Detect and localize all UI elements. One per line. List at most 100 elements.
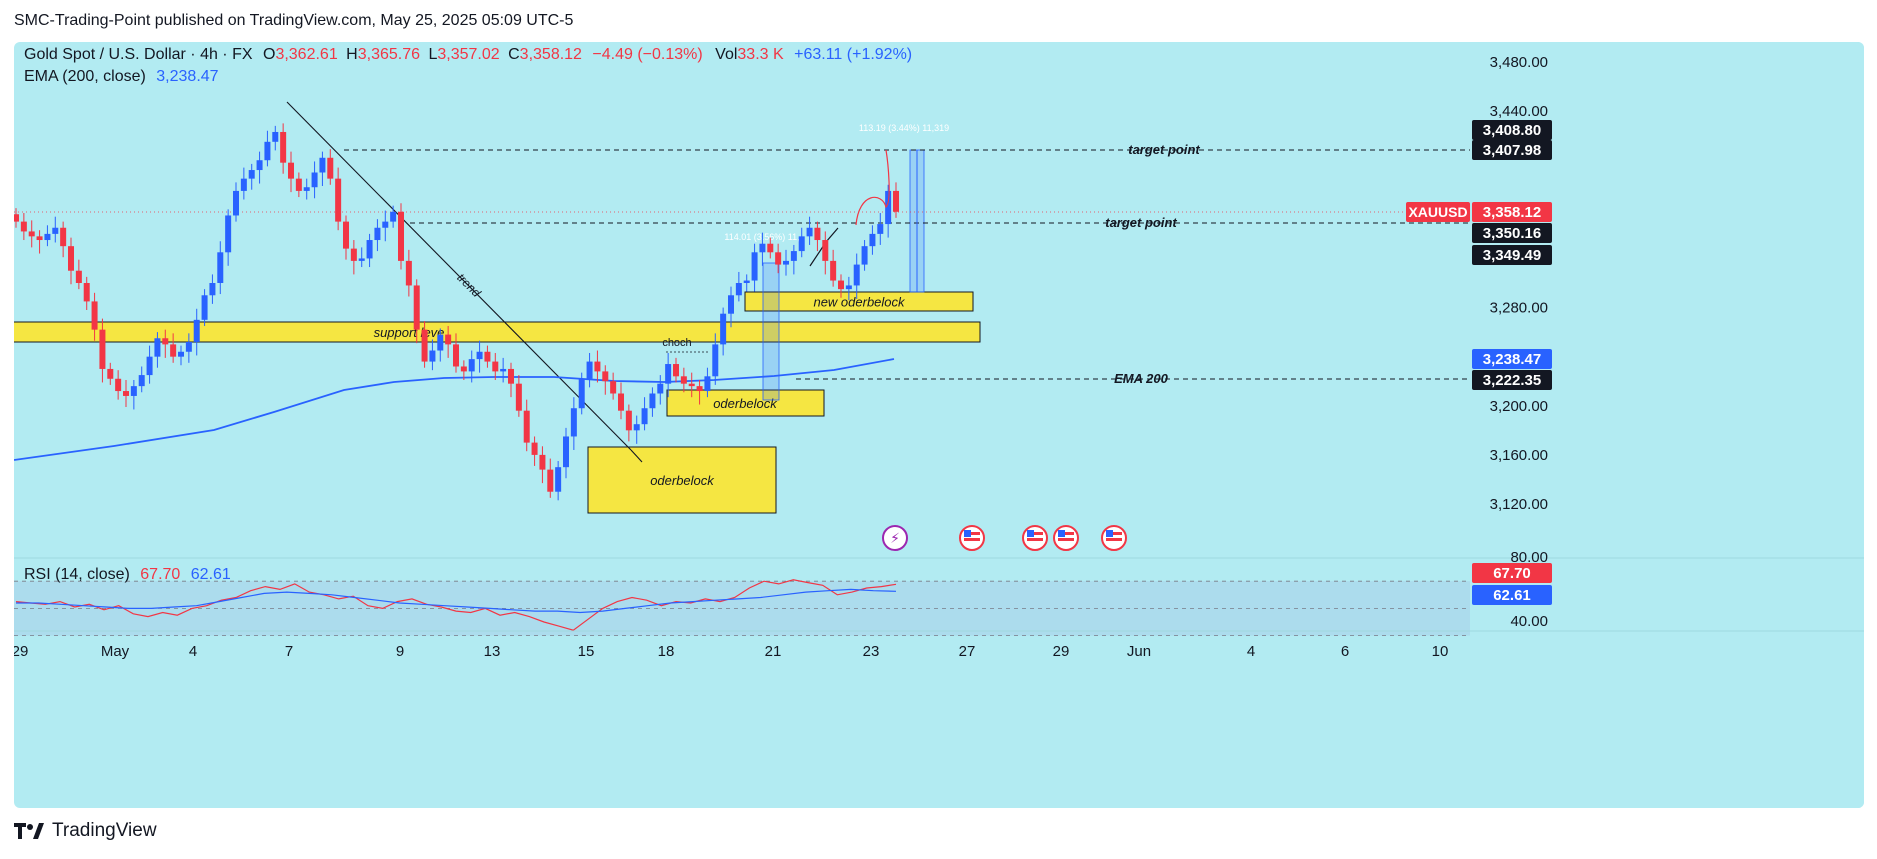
- time-axis-label: 23: [863, 643, 880, 660]
- candle-body: [822, 240, 829, 261]
- projection-curve: [855, 149, 890, 226]
- time-axis-label: Jun: [1127, 643, 1151, 660]
- rsi-label[interactable]: RSI (14, close): [24, 566, 130, 583]
- price-axis-tick: 3,440.00: [1490, 103, 1548, 120]
- candle-body: [248, 170, 255, 179]
- price-tag-bg: [1472, 140, 1552, 160]
- candle-body: [413, 285, 420, 330]
- candle-body: [555, 467, 562, 492]
- candle-body: [775, 252, 782, 265]
- candle-body: [861, 246, 868, 265]
- time-axis-label: 21: [765, 643, 782, 660]
- orderblock-zone: [666, 389, 825, 417]
- ema-200-line: [14, 358, 895, 461]
- price-tag-bg: [1472, 370, 1552, 390]
- candle-body: [75, 270, 82, 283]
- candle-body: [14, 214, 19, 222]
- candle-body: [225, 215, 232, 253]
- candle-body: [52, 227, 59, 234]
- candle-body: [272, 131, 279, 142]
- candle-body: [319, 157, 326, 173]
- candle-body: [484, 351, 491, 362]
- us-flag-icon: [959, 525, 985, 551]
- rsi-legend: RSI (14, close) 67.70 62.61: [24, 566, 231, 584]
- price-tag-text: 3,350.16: [1483, 225, 1541, 242]
- candle-body: [398, 211, 404, 261]
- candle-body: [610, 381, 617, 394]
- candle-body: [751, 252, 758, 281]
- price-chart[interactable]: 3,480.00 3,440.00 3,280.00 3,200.00 3,160.00…: [14, 42, 1864, 808]
- us-flag-stripe: [1106, 532, 1122, 535]
- candle-body: [460, 366, 467, 372]
- candle-body: [288, 162, 294, 179]
- price-tag: 3,350.16: [1472, 223, 1552, 243]
- high-value: 3,365.76: [357, 46, 421, 63]
- rsi-tag-bg: [1472, 585, 1552, 605]
- candle-body: [680, 376, 687, 384]
- symbol-label[interactable]: Gold Spot / U.S. Dollar · 4h · FX: [24, 46, 253, 63]
- tradingview-logo-icon[interactable]: [14, 823, 44, 839]
- candle-body: [688, 383, 695, 387]
- rsi-axis-tick: 40.00: [1510, 613, 1548, 630]
- candle-body: [877, 224, 884, 234]
- candle-body: [437, 334, 444, 351]
- candle-body: [468, 359, 475, 372]
- close-value: 3,358.12: [519, 46, 582, 63]
- candle-body: [735, 283, 742, 296]
- candle-body: [295, 178, 302, 191]
- rsi-line: [15, 579, 897, 631]
- new-orderblock-zone-label: new oderbelock: [813, 295, 906, 310]
- trend-line: [286, 101, 632, 451]
- ema-label[interactable]: EMA (200, close): [24, 68, 146, 85]
- candle-body: [625, 410, 632, 431]
- price-tag-bg: [1472, 202, 1552, 222]
- time-axis-label: 13: [484, 643, 501, 660]
- candle-body: [531, 442, 538, 455]
- ema-value: 3,238.47: [156, 68, 219, 85]
- candle-body: [60, 227, 67, 247]
- candle-body: [421, 329, 428, 362]
- candle-body: [311, 172, 318, 188]
- price-axis-tick: 3,280.00: [1490, 300, 1548, 317]
- candle-body: [657, 383, 664, 394]
- candle-body: [570, 408, 577, 437]
- candle-body: [217, 252, 224, 283]
- chart-panel[interactable]: 3,480.00 3,440.00 3,280.00 3,200.00 3,160.00…: [14, 42, 1864, 808]
- candle-body: [335, 178, 342, 222]
- time-axis-label: 27: [959, 643, 976, 660]
- ema-200-label: EMA 200: [1114, 371, 1168, 386]
- time-axis-label: 29: [14, 643, 28, 660]
- candle-body: [209, 283, 216, 296]
- candle-body: [838, 280, 844, 290]
- candle-body: [358, 258, 365, 261]
- us-flag-stripe: [1058, 532, 1074, 535]
- candle-body: [138, 375, 145, 387]
- time-axis-label: 6: [1341, 643, 1349, 660]
- candle-body: [350, 248, 357, 261]
- rsi-value: 67.70: [140, 566, 181, 583]
- candle-body: [170, 344, 177, 357]
- candle-body: [185, 341, 192, 352]
- price-tag: 3,358.12: [1472, 202, 1552, 222]
- price-axis-tick: 3,200.00: [1490, 398, 1548, 415]
- price-tag-bg: [1472, 349, 1552, 369]
- rsi-tag-text: 67.70: [1493, 565, 1531, 582]
- candle-body: [885, 190, 892, 225]
- candle-body: [264, 141, 271, 161]
- candle-body: [36, 236, 43, 241]
- price-tag-text: 3,238.47: [1483, 351, 1541, 368]
- lightning-icon: [882, 525, 908, 551]
- choch-label: choch: [662, 337, 691, 349]
- candle-body: [162, 338, 169, 345]
- candle-body: [712, 344, 719, 377]
- candle-body: [233, 190, 239, 216]
- time-axis-label: 29: [1053, 643, 1070, 660]
- footer-brand[interactable]: TradingView: [52, 820, 157, 841]
- candle-body: [893, 190, 899, 212]
- candle-body: [696, 386, 703, 392]
- symbol-tag-bg: [1406, 202, 1470, 222]
- measure-label-2: 113.19 (3.44%) 11,319: [859, 123, 949, 133]
- candle-body: [99, 329, 106, 369]
- target-point-label-2: target point: [1105, 215, 1177, 230]
- candle-body: [783, 260, 789, 265]
